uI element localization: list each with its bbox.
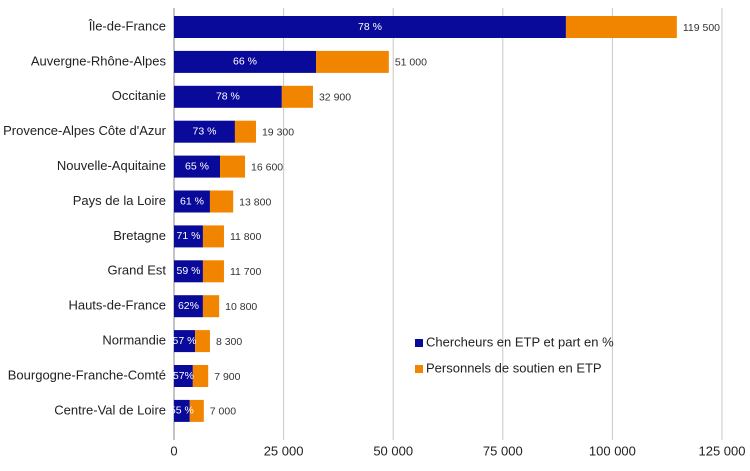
- y-tick-label: Centre-Val de Loire: [54, 402, 166, 417]
- y-tick-label: Bourgogne-Franche-Comté: [8, 367, 166, 382]
- share-label: 57 %: [173, 335, 197, 347]
- bar-segment: [174, 330, 196, 353]
- y-tick-label: Provence-Alpes Côte d'Azur: [3, 123, 167, 138]
- bar-segment: [174, 50, 317, 73]
- bar-segment: [316, 50, 389, 73]
- x-tick-label: 50 000: [373, 443, 413, 458]
- y-tick-label: Bretagne: [113, 228, 166, 243]
- share-label: 59 %: [176, 265, 200, 277]
- share-label: 73 %: [193, 125, 217, 137]
- share-label: 55 %: [170, 405, 194, 417]
- total-label: 7 000: [210, 406, 236, 418]
- y-tick-label: Hauts-de-France: [68, 298, 166, 313]
- bar-segment: [565, 16, 677, 38]
- bar-segment: [174, 225, 203, 248]
- legend-label: Personnels de soutien en ETP: [426, 360, 602, 375]
- total-label: 19 300: [262, 126, 294, 138]
- total-label: 16 600: [251, 161, 283, 173]
- total-label: 8 300: [216, 336, 242, 348]
- bar-segment: [192, 365, 209, 387]
- bar-segment: [174, 399, 190, 422]
- bar-segment: [174, 190, 210, 213]
- bar-segment: [234, 120, 256, 143]
- share-label: 61 %: [180, 195, 204, 207]
- bar-segment: [174, 16, 566, 38]
- bar-segment: [174, 120, 235, 143]
- share-label: 62%: [178, 300, 199, 312]
- share-label: 57%: [173, 370, 194, 382]
- total-label: 119 500: [683, 22, 720, 34]
- total-label: 32 900: [319, 92, 351, 104]
- bar-segment: [174, 260, 203, 283]
- y-tick-label: Auvergne-Rhône-Alpes: [31, 53, 167, 68]
- share-label: 66 %: [233, 56, 257, 68]
- x-tick-label: 0: [170, 443, 177, 458]
- x-tick-label: 125 000: [699, 443, 746, 458]
- share-label: 78 %: [216, 91, 240, 103]
- legend-label: Chercheurs en ETP et part en %: [426, 334, 614, 349]
- bar-segment: [202, 260, 224, 283]
- y-tick-label: Pays de la Loire: [73, 193, 166, 208]
- bar-segment: [220, 155, 246, 178]
- y-tick-label: Occitanie: [112, 88, 166, 103]
- total-label: 13 800: [239, 196, 271, 208]
- bar-segment: [195, 330, 210, 353]
- bar-segment: [202, 225, 224, 248]
- y-tick-label: Normandie: [102, 333, 166, 348]
- total-label: 7 900: [214, 371, 240, 383]
- share-label: 65 %: [185, 160, 209, 172]
- bar-segment: [174, 365, 193, 387]
- y-tick-label: Île-de-France: [88, 18, 166, 33]
- x-tick-label: 75 000: [483, 443, 523, 458]
- total-label: 10 800: [225, 301, 257, 313]
- bar-segment: [174, 295, 203, 318]
- x-tick-label: 100 000: [589, 443, 636, 458]
- total-label: 51 000: [395, 57, 427, 69]
- bar-segment: [174, 85, 282, 108]
- bar-segment: [281, 85, 313, 108]
- y-tick-label: Grand Est: [107, 263, 166, 278]
- bar-segment: [202, 295, 220, 318]
- share-label: 78 %: [358, 21, 382, 33]
- total-label: 11 700: [230, 266, 261, 278]
- bar-segment: [209, 190, 234, 213]
- legend-swatch: [415, 339, 423, 347]
- total-label: 11 800: [230, 231, 261, 243]
- y-tick-label: Nouvelle-Aquitaine: [57, 158, 166, 173]
- bar-segment: [189, 399, 204, 422]
- x-tick-label: 25 000: [264, 443, 304, 458]
- bar-segment: [174, 155, 221, 178]
- legend-swatch: [415, 365, 423, 373]
- share-label: 71 %: [176, 230, 200, 242]
